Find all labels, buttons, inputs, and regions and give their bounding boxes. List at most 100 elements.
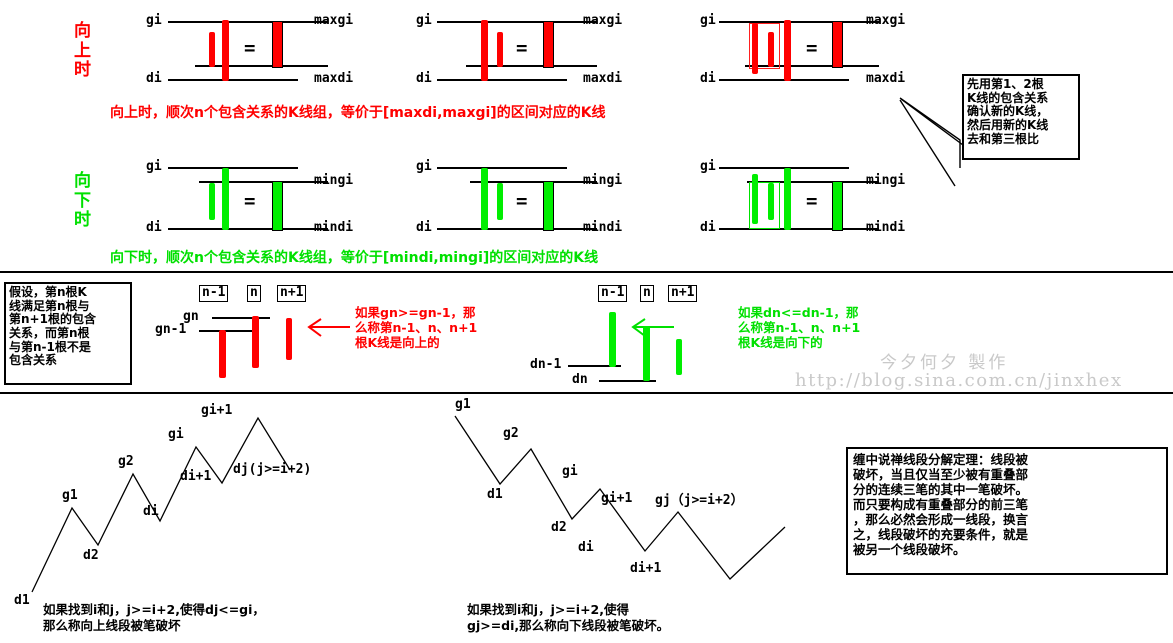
zigzag-down-point-g2: g2 — [503, 426, 519, 441]
level-label-dn-minus-1: dn-1 — [530, 357, 562, 372]
kline-bar — [222, 20, 229, 81]
tag-n-plus-1: n+1 — [668, 285, 698, 302]
maxdi-level-line — [195, 65, 328, 67]
zigzag-down-caption: 如果找到i和j，j>=i+2,使得 gj>=di,那么称向下线段被笔破坏。 — [467, 602, 670, 633]
mingi-level-line — [747, 181, 879, 183]
theorem-text: 缠中说禅线段分解定理：线段被 破坏，当且仅当至少被有重叠部 分的连续三笔的其中一… — [853, 452, 1029, 557]
maxdi-level-line — [745, 65, 879, 67]
zigzag-up-point-di: di — [143, 504, 159, 519]
kline-bar — [497, 183, 503, 220]
note-right-text: 先用第1、2根 K线的包含关系 确认新的K线， 然后用新的K线 去和第三根比 — [967, 77, 1049, 146]
dn-minus-1-level-line — [568, 365, 621, 367]
kline-bar-n-plus-1 — [676, 339, 682, 375]
kline-bar-n-plus-1 — [286, 318, 292, 360]
merged-kline-bar — [543, 21, 554, 68]
kline-bar-n-minus-1 — [219, 330, 226, 378]
assumption-text: 假设，第n根K 线满足第n根与 第n+1根的包含 关系，而第n根 与第n-1根不… — [9, 285, 96, 368]
equals-sign: = — [516, 37, 528, 59]
kline-bar — [209, 32, 215, 67]
merged-kline-bar — [543, 181, 554, 231]
zigzag-down-point-di: di — [578, 540, 594, 555]
kline-bar — [784, 168, 791, 230]
watermark-logo: 今夕何夕 製作 — [880, 353, 1009, 373]
zigzag-up-point-di-plus-1: di+1 — [180, 469, 212, 484]
zigzag-down-point-g1: g1 — [455, 397, 471, 412]
merged-kline-bar — [832, 181, 843, 231]
axis-label-mingi: mingi — [314, 173, 354, 188]
zigzag-down-point-d2: d2 — [551, 520, 567, 535]
zigzag-up-point-g1: g1 — [62, 488, 78, 503]
up-side-label: 向 上 时 — [74, 21, 91, 81]
kline-bar — [209, 183, 215, 220]
axis-label-gi: gi — [146, 13, 162, 28]
kline-bar — [784, 20, 791, 81]
axis-label-mindi: mindi — [866, 220, 906, 235]
equals-sign: = — [806, 190, 818, 212]
down-caption: 向下时，顺次n个包含关系的K线组，等价于[mindi,mingi]的区间对应的K… — [110, 250, 599, 266]
di-level-line — [437, 79, 567, 81]
kline-bar — [481, 168, 488, 230]
mingi-level-line — [470, 181, 597, 183]
down-side-label: 向 下 时 — [74, 171, 91, 231]
axis-label-di: di — [416, 220, 432, 235]
level-label-gn: gn — [183, 309, 199, 324]
up-caption: 向上时，顺次n个包含关系的K线组，等价于[maxdi,maxgi]的区间对应的K… — [110, 105, 606, 121]
axis-label-maxgi: maxgi — [583, 13, 623, 28]
zigzag-up-point-gi-plus-1: gi+1 — [201, 403, 233, 418]
tag-n-plus-1: n+1 — [277, 285, 307, 302]
axis-label-maxdi: maxdi — [866, 71, 906, 86]
zigzag-up-point-dj: dj(j>=i+2) — [233, 462, 312, 477]
kline-bar — [768, 32, 774, 67]
merged-kline-bar — [272, 21, 283, 68]
zigzag-down-point-gj: gj（j>=i+2） — [655, 493, 744, 508]
merged-kline-bar — [272, 181, 283, 231]
axis-label-di: di — [146, 220, 162, 235]
axis-label-mindi: mindi — [583, 220, 623, 235]
mindi-level-line — [779, 228, 879, 230]
axis-label-di: di — [700, 220, 716, 235]
section-divider-2 — [0, 392, 1173, 394]
zigzag-down-point-gi: gi — [562, 464, 578, 479]
level-label-gn-minus-1: gn-1 — [155, 322, 187, 337]
equals-sign: = — [516, 190, 528, 212]
up-group-annotation: 如果gn>=gn-1，那 么称第n-1、n、n+1 根K线是向上的 — [355, 305, 478, 350]
down-group-annotation: 如果dn<=dn-1，那 么称第n-1、n、n+1 根K线是向下的 — [738, 305, 861, 350]
axis-label-maxgi: maxgi — [866, 13, 906, 28]
zigzag-down-point-gi-plus-1: gi+1 — [601, 491, 633, 506]
section-divider-1 — [0, 271, 1173, 273]
kline-bar — [752, 174, 758, 224]
tag-n: n — [640, 285, 654, 302]
level-label-dn: dn — [572, 372, 588, 387]
kline-bar — [752, 23, 758, 74]
tag-n-minus-1: n-1 — [199, 285, 229, 302]
gi-level-line — [437, 167, 567, 169]
kline-bar-n — [643, 326, 650, 381]
axis-label-mindi: mindi — [314, 220, 354, 235]
axis-label-di: di — [146, 71, 162, 86]
theorem-box: 缠中说禅线段分解定理：线段被 破坏，当且仅当至少被有重叠部 分的连续三笔的其中一… — [846, 447, 1168, 575]
kline-bar — [481, 20, 488, 81]
axis-label-maxdi: maxdi — [583, 71, 623, 86]
merged-kline-bar — [832, 21, 843, 68]
axis-label-di: di — [700, 71, 716, 86]
axis-label-maxdi: maxdi — [314, 71, 354, 86]
kline-bar — [222, 168, 229, 230]
axis-label-gi: gi — [700, 13, 716, 28]
zigzag-up-point-g2: g2 — [118, 454, 134, 469]
watermark-url: http://blog.sina.com.cn/jinxhex — [795, 370, 1123, 391]
maxdi-level-line — [466, 65, 597, 67]
kline-bar — [768, 183, 774, 220]
axis-label-mingi: mingi — [583, 173, 623, 188]
equals-sign: = — [244, 37, 256, 59]
gn-level-line — [212, 317, 270, 319]
axis-label-di: di — [416, 71, 432, 86]
axis-label-gi: gi — [146, 159, 162, 174]
equals-sign: = — [244, 190, 256, 212]
axis-label-mingi: mingi — [866, 173, 906, 188]
tag-n: n — [247, 285, 261, 302]
dn-level-line — [599, 380, 656, 382]
axis-label-gi: gi — [700, 159, 716, 174]
equals-sign: = — [806, 37, 818, 59]
